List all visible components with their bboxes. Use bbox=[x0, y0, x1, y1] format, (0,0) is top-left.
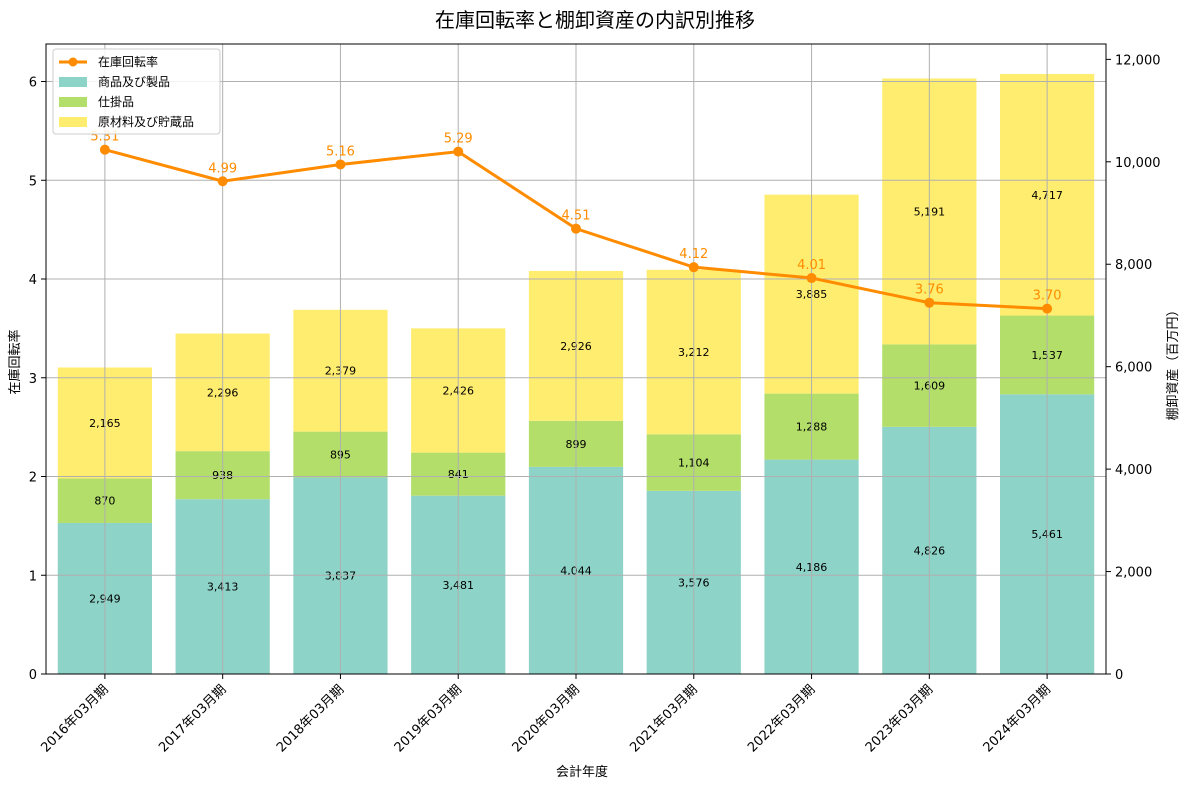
ratio-value-label: 3.76 bbox=[915, 283, 944, 298]
y-left-tick-label: 0 bbox=[29, 668, 37, 683]
x-axis-label: 会計年度 bbox=[556, 764, 608, 780]
x-tick-label: 2020年03月期 bbox=[510, 682, 583, 755]
y-left-tick-label: 4 bbox=[29, 273, 37, 288]
legend-swatch bbox=[59, 77, 87, 87]
ratio-point bbox=[99, 144, 110, 155]
y-axis-right-label: 棚卸資産（百万円） bbox=[1165, 303, 1181, 420]
x-tick-label: 2019年03月期 bbox=[392, 682, 465, 755]
x-tick-label: 2017年03月期 bbox=[156, 682, 229, 755]
x-tick-label: 2024年03月期 bbox=[981, 682, 1054, 755]
ratio-value-label: 3.70 bbox=[1033, 289, 1062, 304]
x-tick-label: 2018年03月期 bbox=[274, 682, 347, 755]
y-right-tick-label: 4,000 bbox=[1115, 463, 1152, 478]
legend-entry: 仕掛品 bbox=[98, 94, 134, 109]
legend-entry: 原材料及び貯蔵品 bbox=[98, 115, 194, 129]
y-right-tick-label: 6,000 bbox=[1115, 361, 1152, 376]
y-right-tick-label: 8,000 bbox=[1115, 258, 1152, 273]
x-tick-label: 2022年03月期 bbox=[745, 682, 818, 755]
y-left-tick-label: 1 bbox=[29, 569, 37, 584]
y-left-tick-label: 5 bbox=[29, 174, 37, 189]
chart-title: 在庫回転率と棚卸資産の内訳別推移 bbox=[435, 8, 755, 32]
ratio-point bbox=[217, 176, 228, 187]
y-right-tick-label: 0 bbox=[1115, 668, 1123, 683]
legend-swatch bbox=[59, 97, 87, 107]
ratio-point bbox=[453, 146, 464, 157]
legend-box bbox=[52, 48, 221, 135]
x-tick-label: 2016年03月期 bbox=[38, 682, 111, 755]
y-right-tick-label: 12,000 bbox=[1115, 53, 1161, 68]
y-right-tick-label: 2,000 bbox=[1115, 566, 1152, 581]
x-tick-label: 2023年03月期 bbox=[863, 682, 936, 755]
ratio-point bbox=[688, 262, 699, 273]
ratio-value-label: 4.01 bbox=[797, 258, 826, 273]
y-left-tick-label: 2 bbox=[29, 471, 37, 486]
x-tick-label: 2021年03月期 bbox=[627, 682, 700, 755]
ratio-point bbox=[335, 159, 346, 170]
legend-swatch bbox=[59, 117, 87, 127]
ratio-value-label: 4.99 bbox=[208, 161, 237, 176]
ratio-value-label: 4.12 bbox=[679, 247, 708, 262]
legend-marker bbox=[68, 57, 78, 67]
ratio-point bbox=[806, 273, 817, 284]
y-axis-left-label: 在庫回転率 bbox=[7, 329, 23, 394]
y-right-tick-label: 10,000 bbox=[1115, 156, 1161, 171]
ratio-value-label: 5.29 bbox=[444, 132, 473, 147]
ratio-point bbox=[924, 297, 935, 308]
y-left-tick-label: 3 bbox=[29, 372, 37, 387]
legend-entry: 商品及び製品 bbox=[98, 74, 170, 89]
ratio-point bbox=[1042, 303, 1053, 314]
ratio-value-label: 4.51 bbox=[562, 209, 591, 224]
y-left-tick-label: 6 bbox=[29, 76, 37, 91]
legend-entry: 在庫回転率 bbox=[98, 54, 158, 69]
ratio-line: 5.314.995.165.294.514.124.013.76 3.70 bbox=[90, 130, 1062, 314]
ratio-value-label: 5.16 bbox=[326, 144, 355, 159]
ratio-point bbox=[571, 223, 581, 234]
